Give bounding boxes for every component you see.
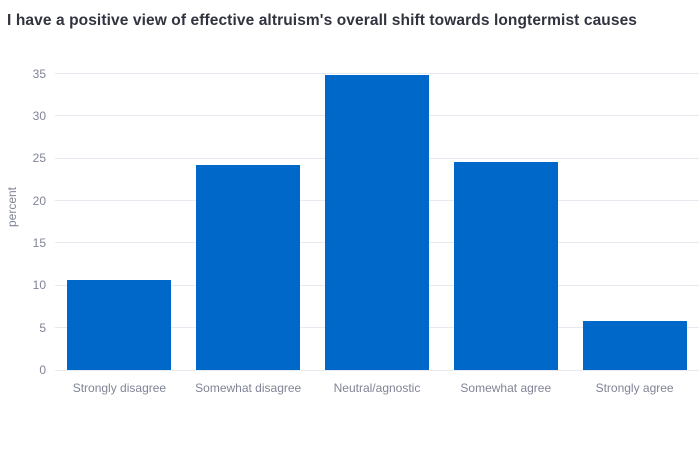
y-tick-label-15: 15 — [32, 235, 46, 250]
bar-strongly-disagree[interactable] — [67, 280, 172, 370]
x-axis-label-strongly-disagree: Strongly disagree — [72, 381, 167, 395]
y-tick-label-20: 20 — [32, 193, 46, 208]
y-axis-title: percent — [5, 186, 19, 228]
y-tick-label-30: 30 — [32, 108, 46, 123]
y-tick-label-35: 35 — [32, 66, 46, 81]
chart-title: I have a positive view of effective altr… — [7, 12, 638, 29]
y-tick-label-0: 0 — [39, 363, 46, 377]
bar-somewhat-disagree[interactable] — [196, 165, 301, 370]
y-tick-label-10: 10 — [32, 278, 46, 293]
x-axis-label-somewhat-disagree: Somewhat disagree — [195, 381, 302, 395]
x-axis-label-strongly-agree: Strongly agree — [595, 381, 674, 395]
gridline-y-35 — [55, 73, 699, 75]
x-axis-label-neutral-agnostic: Neutral/agnostic — [333, 381, 421, 395]
y-tick-label-5: 5 — [39, 320, 46, 335]
y-tick-label-25: 25 — [32, 151, 46, 166]
bar-neutral-agnostic[interactable] — [325, 75, 429, 370]
bar-strongly-agree[interactable] — [582, 320, 687, 370]
gridline-y-0 — [55, 369, 699, 371]
x-axis-label-somewhat-agree: Somewhat agree — [460, 381, 552, 395]
bar-somewhat-agree[interactable] — [453, 161, 558, 370]
